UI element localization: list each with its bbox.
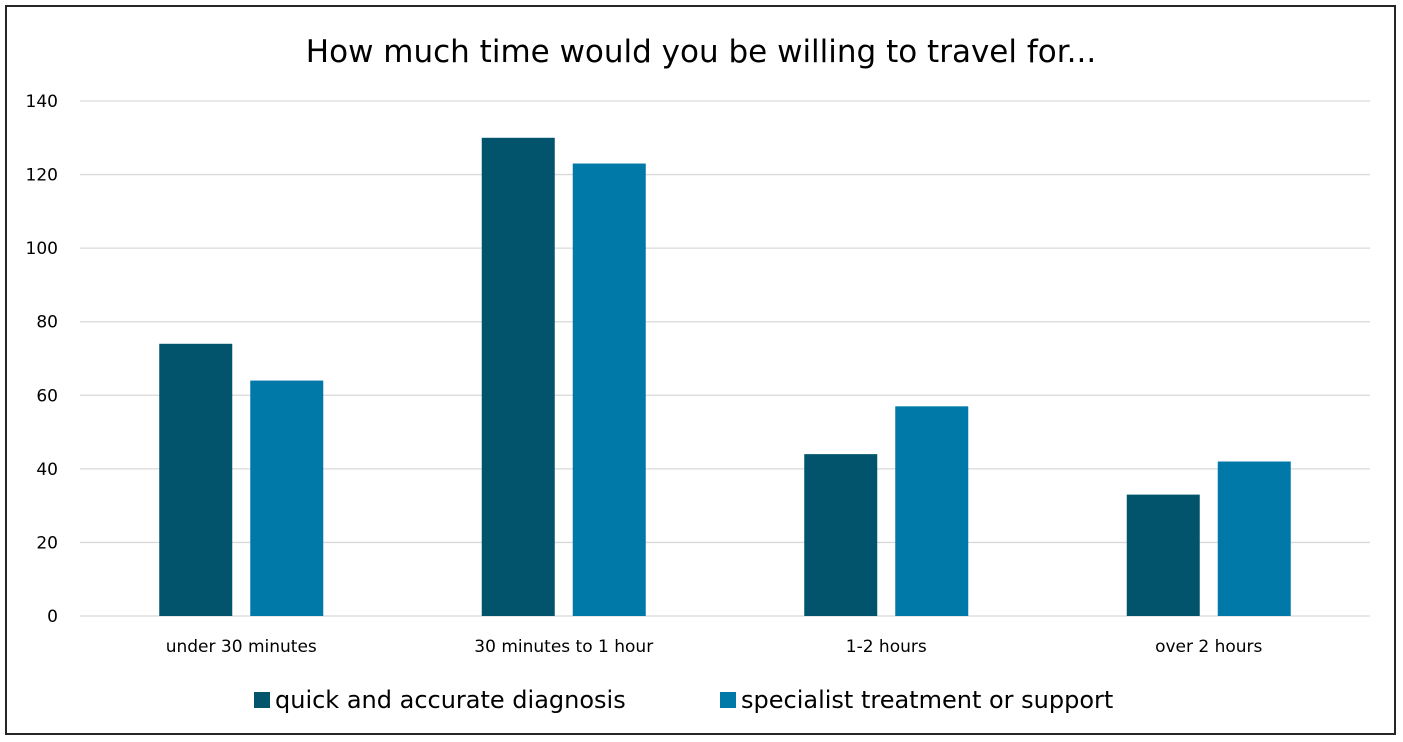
bar-treatment-0 — [250, 380, 324, 616]
legend: quick and accurate diagnosis specialist t… — [254, 686, 1113, 714]
x-category-label: 30 minutes to 1 hour — [474, 637, 653, 657]
bars — [159, 137, 1291, 617]
x-category-label: 1-2 hours — [846, 637, 927, 657]
y-tick-label: 20 — [36, 533, 58, 553]
bar-treatment-2 — [895, 406, 969, 616]
y-axis-ticks: 0 20 40 60 80 100 120 140 — [26, 92, 58, 627]
chart-title: How much time would you be willing to tr… — [306, 34, 1096, 70]
y-tick-label: 140 — [26, 92, 58, 112]
bar-treatment-3 — [1217, 461, 1291, 616]
legend-label: specialist treatment or support — [741, 686, 1113, 714]
y-tick-label: 0 — [47, 607, 58, 627]
x-category-label: under 30 minutes — [166, 637, 317, 657]
legend-swatch — [254, 692, 270, 708]
bar-diagnosis-3 — [1126, 494, 1200, 616]
legend-swatch — [720, 692, 736, 708]
bar-treatment-1 — [572, 163, 646, 617]
legend-label: quick and accurate diagnosis — [275, 686, 626, 714]
y-tick-label: 120 — [26, 166, 58, 186]
bar-diagnosis-2 — [804, 454, 878, 616]
x-category-label: over 2 hours — [1155, 637, 1262, 657]
bar-diagnosis-1 — [481, 137, 555, 617]
y-tick-label: 40 — [36, 460, 58, 480]
x-axis-categories: under 30 minutes 30 minutes to 1 hour 1-2 … — [166, 637, 1263, 657]
y-tick-label: 100 — [26, 239, 58, 259]
y-tick-label: 60 — [36, 386, 58, 406]
bar-diagnosis-0 — [159, 343, 233, 616]
y-tick-label: 80 — [36, 313, 58, 333]
